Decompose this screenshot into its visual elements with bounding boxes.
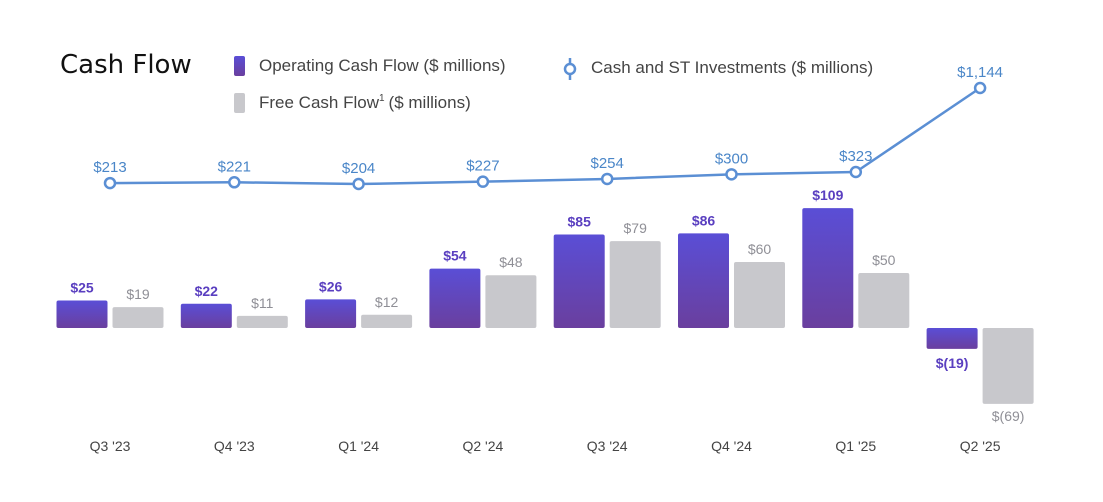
cash-investments-point	[476, 175, 490, 188]
legend-fcf-footnote: 1	[379, 93, 385, 104]
cash-investments-point	[103, 176, 117, 190]
chart-title: Cash Flow	[60, 50, 192, 80]
legend-fcf-suffix: ($ millions)	[389, 93, 471, 112]
operating-cash-label: $54	[443, 248, 467, 264]
free-cash-flow-label: $60	[748, 241, 772, 257]
free-cash-flow-label: $50	[872, 252, 896, 268]
cash-investments-point	[973, 81, 987, 95]
cash-investments-point	[849, 165, 863, 179]
cash-investments-label: $221	[218, 158, 251, 175]
free-cash-flow-label: $(69)	[992, 408, 1025, 424]
operating-cash-label: $109	[812, 187, 843, 203]
cash-investments-label: $213	[93, 159, 126, 176]
cash-investments-label: $204	[342, 160, 375, 177]
operating-cash-label: $26	[319, 278, 343, 294]
legend-label-free-cash-flow: Free Cash Flow1 ($ millions)	[259, 93, 471, 112]
operating-cash-bar	[553, 234, 605, 328]
x-tick-label: Q3 '24	[587, 438, 628, 454]
operating-cash-bar	[678, 233, 729, 328]
legend-fcf-name: Free Cash Flow	[259, 93, 380, 112]
x-tick-label: Q3 '23	[90, 438, 131, 454]
x-tick-label: Q2 '25	[960, 438, 1001, 454]
operating-cash-label: $85	[568, 214, 592, 230]
legend-swatch-operating	[234, 56, 245, 76]
legend-label-operating: Operating Cash Flow ($ millions)	[259, 56, 506, 75]
x-tick-label: Q2 '24	[462, 438, 503, 454]
cash-investments-line	[109, 86, 981, 186]
x-tick-label: Q1 '25	[835, 438, 876, 454]
free-cash-flow-bar	[485, 275, 537, 328]
cash-investments-label: $323	[839, 148, 872, 165]
operating-cash-label: $25	[70, 280, 94, 296]
free-cash-flow-bar	[361, 314, 413, 328]
cash-investments-point	[600, 172, 614, 186]
cash-investments-label: $254	[591, 155, 624, 172]
x-tick-label: Q1 '24	[338, 438, 379, 454]
operating-cash-bar	[429, 268, 481, 328]
cash-investments-point	[725, 168, 738, 181]
cash-investments-point	[228, 176, 241, 189]
x-tick-label: Q4 '23	[214, 438, 255, 454]
legend-label-cash: Cash and ST Investments ($ millions)	[591, 58, 873, 77]
operating-cash-bar	[926, 328, 978, 349]
legend-marker-cash	[563, 62, 577, 76]
operating-cash-bar	[56, 300, 108, 328]
operating-cash-bar	[180, 303, 232, 328]
free-cash-flow-bar	[858, 273, 910, 328]
operating-cash-label: $22	[195, 283, 219, 299]
cash-investments-point	[352, 177, 365, 191]
operating-cash-bar	[305, 299, 357, 328]
free-cash-flow-bar	[982, 328, 1034, 404]
free-cash-flow-bar	[609, 241, 661, 328]
free-cash-flow-bar	[734, 262, 785, 328]
free-cash-flow-label: $12	[375, 294, 399, 310]
free-cash-flow-label: $11	[251, 295, 274, 311]
free-cash-flow-label: $48	[499, 254, 523, 270]
plot-area: $25 $19 Q3 '23 $22 $11 Q4 '23 $26 $12 Q1 '24 $54 $…	[56, 64, 1034, 454]
cash-investments-label: $1,144	[957, 64, 1003, 81]
operating-cash-label: $86	[692, 212, 716, 228]
free-cash-flow-label: $79	[624, 220, 648, 236]
legend: Operating Cash Flow ($ millions) Free Ca…	[234, 56, 873, 113]
legend-swatch-free-cash-flow	[234, 93, 245, 113]
operating-cash-bar	[802, 208, 854, 328]
free-cash-flow-label: $19	[126, 286, 150, 302]
x-tick-label: Q4 '24	[711, 438, 752, 454]
cash-investments-label: $227	[466, 158, 499, 175]
free-cash-flow-bar	[236, 315, 288, 328]
operating-cash-label: $(19)	[936, 355, 969, 371]
free-cash-flow-bar	[112, 307, 164, 328]
cash-investments-label: $300	[715, 150, 748, 167]
